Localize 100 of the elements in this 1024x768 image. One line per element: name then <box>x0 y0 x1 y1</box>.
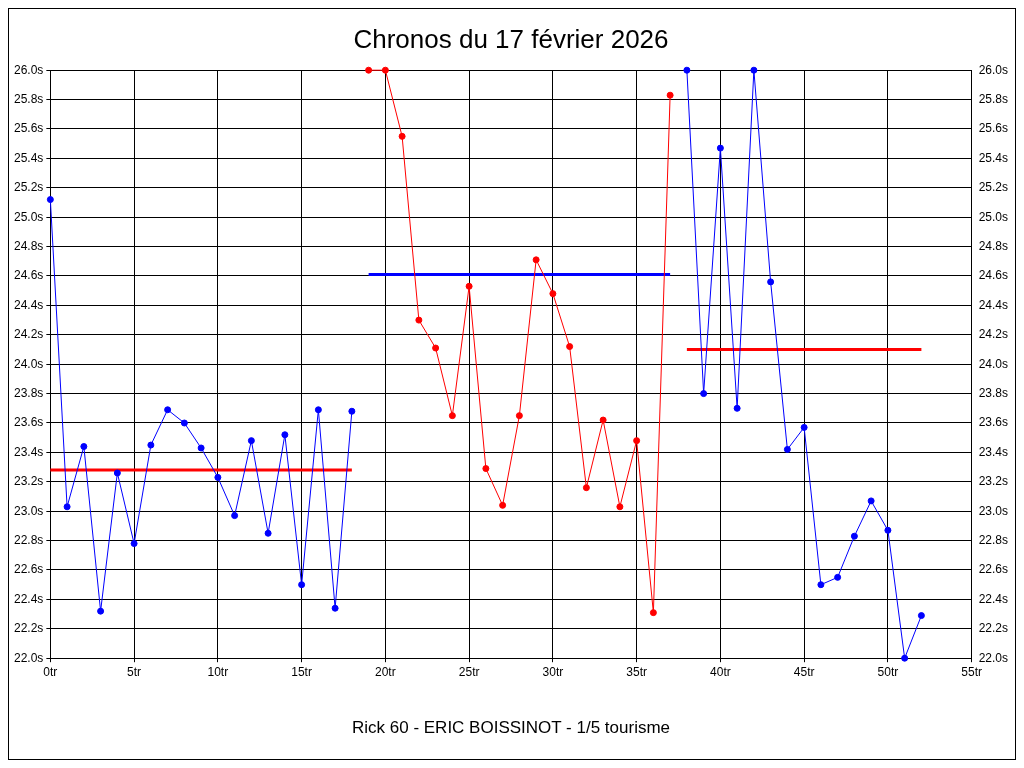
point <box>465 282 473 290</box>
y2-tick-label: 24.0s <box>978 356 1008 371</box>
point <box>415 316 423 324</box>
y-tick-label: 23.6s <box>14 415 44 430</box>
point <box>247 437 255 445</box>
y-tick-label: 25.2s <box>14 180 44 195</box>
point <box>901 654 909 662</box>
chart-title: Chronos du 17 février 2026 <box>353 23 669 54</box>
y-tick-label: 24.8s <box>14 238 44 253</box>
point <box>716 144 724 152</box>
point <box>917 612 925 620</box>
point <box>817 581 825 589</box>
y-tick-label: 22.2s <box>14 621 44 636</box>
y2-tick-label: 22.0s <box>978 650 1008 665</box>
point <box>214 473 222 481</box>
point <box>750 66 758 74</box>
y-tick-label: 23.0s <box>14 503 44 518</box>
y-tick-label: 25.6s <box>14 121 44 136</box>
y-tick-label: 23.4s <box>14 444 44 459</box>
point <box>767 278 775 286</box>
x-axis-title: Rick 60 - ERIC BOISSINOT - 1/5 tourisme <box>351 718 671 738</box>
point <box>649 609 657 617</box>
point <box>331 604 339 612</box>
y2-tick-label: 24.8s <box>978 238 1008 253</box>
y2-tick-label: 22.2s <box>978 621 1008 636</box>
point <box>683 66 691 74</box>
y2-tick-label: 24.4s <box>978 297 1008 312</box>
y2-tick-label: 23.8s <box>978 385 1008 400</box>
y-tick-label: 22.6s <box>14 562 44 577</box>
point <box>381 66 389 74</box>
y2-tick-label: 23.0s <box>978 503 1008 518</box>
y-tick-label: 25.0s <box>14 209 44 224</box>
y2-tick-label: 22.4s <box>978 591 1008 606</box>
point <box>348 407 356 415</box>
point <box>97 607 105 615</box>
point <box>616 503 624 511</box>
point <box>566 343 574 351</box>
y2-tick-label: 25.0s <box>978 209 1008 224</box>
y-tick-label: 23.8s <box>14 385 44 400</box>
point <box>130 540 138 548</box>
point <box>147 441 155 449</box>
y2-tick-label: 25.6s <box>978 121 1008 136</box>
y2-tick-label: 23.4s <box>978 444 1008 459</box>
x-tick-label: 0tr <box>43 664 58 679</box>
point <box>884 526 892 534</box>
y-tick-label: 22.0s <box>14 650 44 665</box>
point <box>46 196 54 204</box>
point <box>448 412 456 420</box>
y-tick-label: 22.4s <box>14 591 44 606</box>
point <box>80 443 88 451</box>
point <box>197 444 205 452</box>
x-tick-label: 50tr <box>877 664 899 679</box>
y2-tick-label: 22.8s <box>978 532 1008 547</box>
y2-tick-label: 25.8s <box>978 91 1008 106</box>
point <box>783 445 791 453</box>
point <box>113 469 121 477</box>
y2-tick-label: 24.6s <box>978 268 1008 283</box>
point <box>532 256 540 264</box>
point <box>231 512 239 520</box>
y-tick-label: 23.2s <box>14 474 44 489</box>
x-tick-label: 25tr <box>458 664 480 679</box>
point <box>164 406 172 414</box>
point <box>264 529 272 537</box>
x-tick-label: 5tr <box>127 664 142 679</box>
x-tick-label: 35tr <box>626 664 647 679</box>
point <box>365 66 373 74</box>
point <box>398 132 406 140</box>
y2-tick-label: 22.6s <box>978 562 1008 577</box>
y-tick-label: 24.2s <box>14 327 44 342</box>
point <box>281 431 289 439</box>
x-tick-label: 10tr <box>207 664 229 679</box>
point <box>582 484 590 492</box>
y-tick-label: 24.6s <box>14 268 44 283</box>
y2-tick-label: 26.0s <box>978 62 1008 77</box>
y-tick-label: 25.4s <box>14 150 44 165</box>
y2-tick-label: 25.4s <box>978 150 1008 165</box>
point <box>867 497 875 505</box>
x-tick-label: 45tr <box>793 664 815 679</box>
point <box>700 390 708 398</box>
point <box>850 532 858 540</box>
point <box>499 501 507 509</box>
x-tick-label: 20tr <box>375 664 396 679</box>
point <box>180 419 188 427</box>
y-tick-label: 25.8s <box>14 91 44 106</box>
point <box>314 406 322 414</box>
point <box>733 404 741 412</box>
y-tick-label: 24.0s <box>14 356 44 371</box>
point <box>599 416 607 424</box>
point <box>482 465 490 473</box>
point <box>549 290 557 298</box>
point <box>515 412 523 420</box>
point <box>432 344 440 352</box>
x-tick-label: 40tr <box>710 664 731 679</box>
point <box>834 573 842 581</box>
y-tick-label: 26.0s <box>14 62 44 77</box>
point <box>666 91 674 99</box>
point <box>633 437 641 445</box>
point <box>298 581 306 589</box>
y-tick-label: 22.8s <box>14 532 44 547</box>
y2-tick-label: 25.2s <box>978 180 1008 195</box>
